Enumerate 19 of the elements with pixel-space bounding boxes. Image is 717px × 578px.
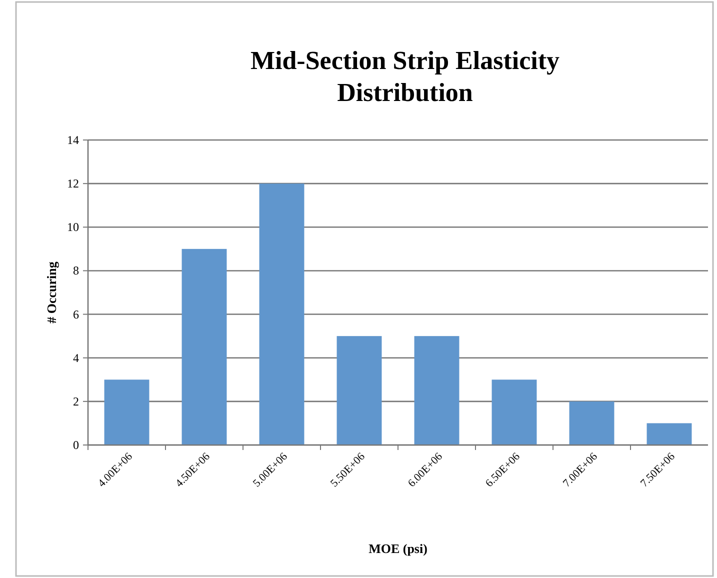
y-tick-label: 0 — [73, 438, 79, 452]
bar — [646, 423, 692, 445]
y-tick-label: 2 — [73, 394, 79, 408]
bar — [259, 184, 304, 445]
x-axis-title: MOE (psi) — [368, 541, 428, 556]
bar — [182, 248, 227, 445]
bar — [492, 380, 537, 445]
chart-title: Mid-Section Strip Elasticity Distribution — [250, 46, 560, 107]
bar — [336, 336, 382, 445]
y-tick-label: 12 — [67, 176, 79, 191]
y-axis-title: # Occuring — [44, 261, 59, 324]
y-tick-label: 10 — [67, 220, 79, 234]
bar — [104, 380, 150, 445]
bar — [414, 336, 460, 445]
y-tick-label: 4 — [73, 350, 79, 365]
y-tick-label: 6 — [73, 307, 79, 322]
y-tick-label: 14 — [67, 133, 79, 147]
bar — [569, 401, 614, 445]
y-tick-label: 8 — [73, 264, 79, 278]
